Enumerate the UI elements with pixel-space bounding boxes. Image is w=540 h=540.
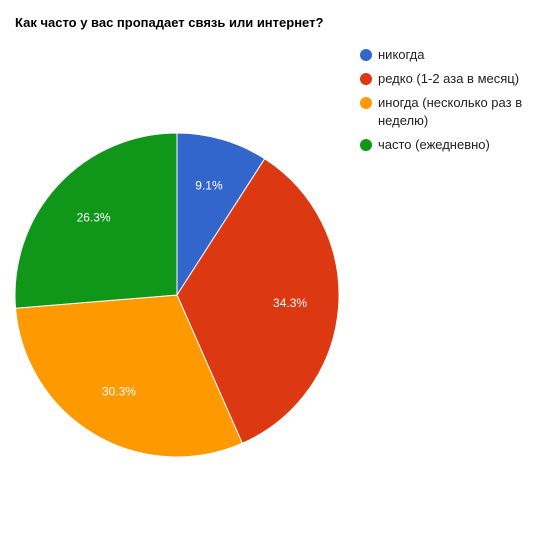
legend-label: никогда (378, 47, 425, 62)
value-label: 30.3% (102, 385, 136, 399)
chart-title: Как часто у вас пропадает связь или инте… (15, 15, 324, 30)
legend-label: иногда (несколько раз в неделю) (378, 95, 523, 128)
legend-item: редко (1-2 аза в месяц) (360, 70, 535, 88)
legend-item: часто (ежедневно) (360, 136, 535, 154)
legend-marker (360, 97, 372, 109)
legend-item: никогда (360, 46, 535, 64)
value-label: 9.1% (195, 178, 223, 192)
pie-slice (176, 132, 266, 297)
legend-item: иногда (несколько раз в неделю) (360, 94, 535, 130)
legend-marker (360, 139, 372, 151)
legend-label: часто (ежедневно) (378, 137, 490, 152)
pie-slice (15, 294, 243, 458)
legend-marker (360, 49, 372, 61)
value-label: 26.3% (77, 210, 111, 224)
pie-slice (14, 132, 178, 309)
value-label: 34.3% (273, 296, 307, 310)
legend-marker (360, 73, 372, 85)
legend: никогда редко (1-2 аза в месяц) иногда (не… (360, 46, 535, 160)
pie-slice (176, 158, 340, 444)
legend-label: редко (1-2 аза в месяц) (378, 71, 520, 86)
